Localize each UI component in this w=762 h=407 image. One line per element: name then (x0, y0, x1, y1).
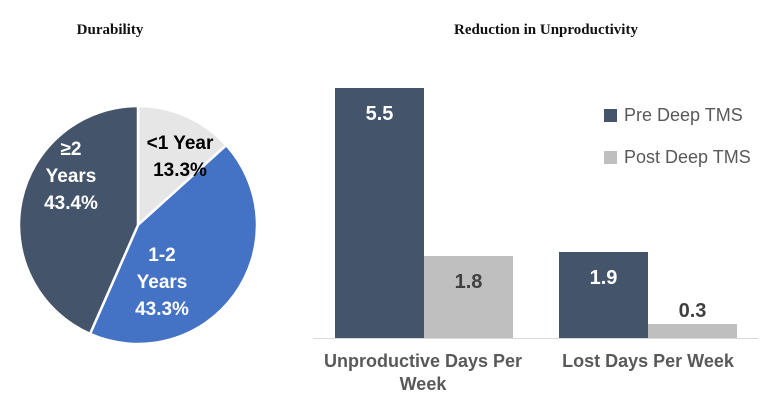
pie-label-line: Years (45, 166, 97, 187)
pie-label-line: <1 Year (146, 133, 214, 154)
pie-label-line: 1-2 (148, 245, 176, 266)
pie-label-line: Years (136, 272, 188, 293)
pie-label-line: 13.3% (153, 160, 207, 181)
pie-label-lt1-year: <1 Year 13.3% (120, 130, 240, 184)
pie-label-line: ≥2 (60, 139, 82, 160)
legend: Pre Deep TMS Post Deep TMS (604, 104, 751, 188)
legend-item-pre-deep-tms: Pre Deep TMS (604, 104, 751, 126)
bar-series1-cat1 (648, 324, 737, 338)
legend-label-post: Post Deep TMS (624, 146, 751, 167)
pie-chart (17, 104, 259, 346)
pie-chart-title: Durability (76, 22, 144, 38)
bar-series1-cat0 (424, 256, 513, 338)
legend-label-pre: Pre Deep TMS (624, 104, 743, 125)
legend-swatch-post-icon (604, 150, 617, 164)
pie-slice-2 (17, 104, 140, 336)
bar-value-label: 1.8 (454, 271, 483, 293)
legend-item-post-deep-tms: Post Deep TMS (604, 146, 751, 168)
bar-value-label: 0.3 (678, 300, 707, 322)
category-label-unproductive-days: Unproductive Days Per Week (323, 351, 523, 394)
pie-label-1-2-years: 1-2 Years 43.3% (102, 242, 222, 323)
category-label-lost-days: Lost Days Per Week (562, 351, 734, 371)
bar-chart-title: Reduction in Unproductivity (454, 22, 638, 38)
pie-slice-1 (88, 143, 259, 346)
bar-plot-area: 5.5 1.8 1.9 0.3 (313, 88, 758, 338)
x-axis-line (313, 338, 758, 339)
pie-label-line: 43.3% (135, 299, 189, 320)
bar-value-label: 1.9 (589, 267, 618, 289)
bar-value-label: 5.5 (365, 103, 394, 125)
legend-swatch-pre-icon (604, 108, 617, 122)
bar-series0-cat0 (335, 88, 424, 338)
bar-series0-cat1 (559, 252, 648, 338)
pie-label-ge2-years: ≥2 Years 43.4% (11, 136, 131, 217)
pie-slice-0 (136, 104, 228, 227)
pie-label-line: 43.4% (44, 193, 98, 214)
